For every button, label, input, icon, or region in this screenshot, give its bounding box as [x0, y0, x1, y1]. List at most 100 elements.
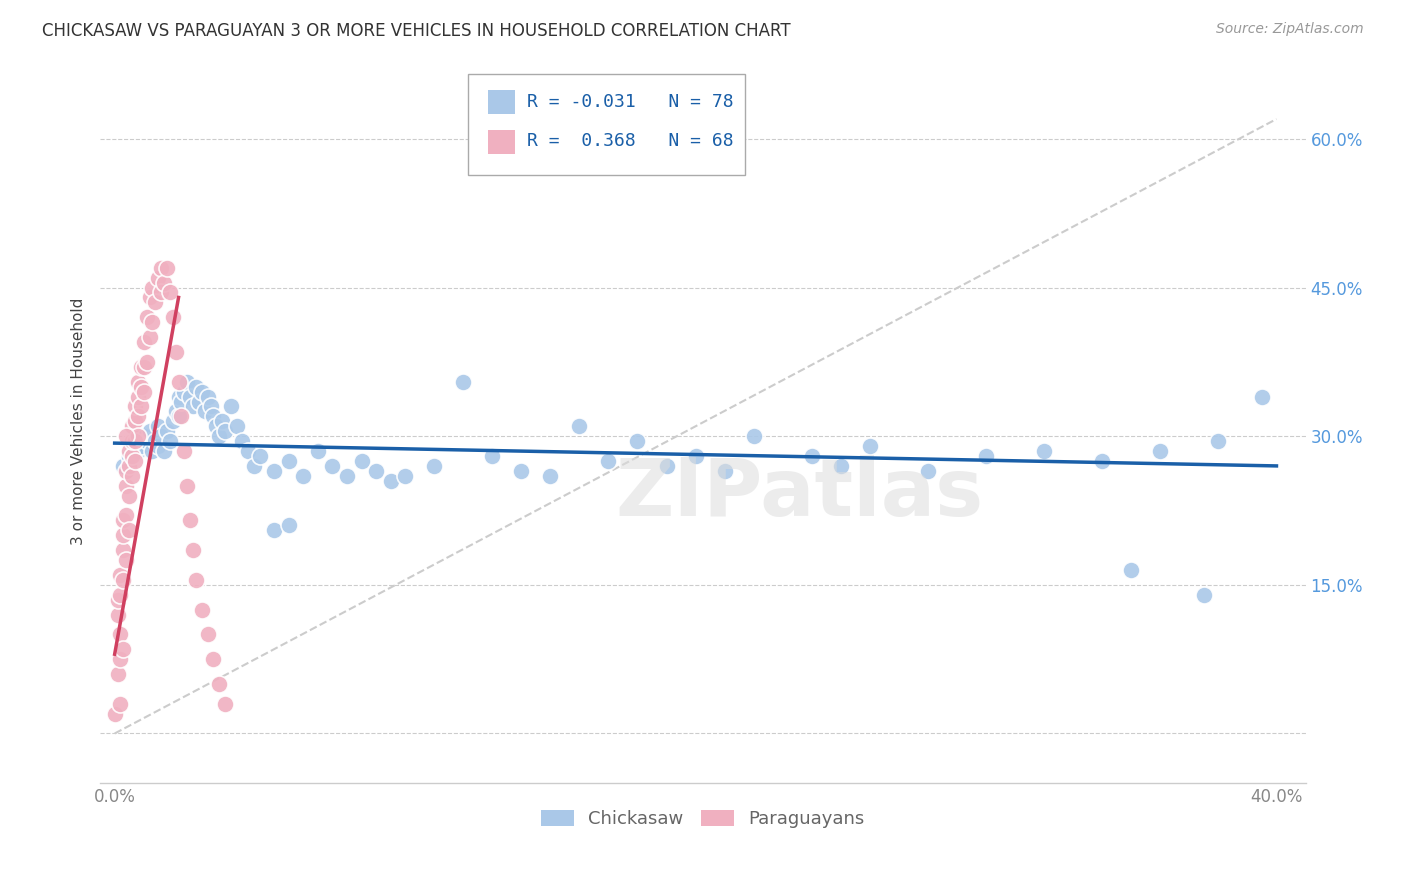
Point	[165, 404, 187, 418]
Point	[115, 508, 138, 523]
Point	[124, 400, 146, 414]
Point	[187, 394, 209, 409]
Point	[231, 434, 253, 449]
Point	[141, 444, 163, 458]
Point	[118, 458, 141, 473]
FancyBboxPatch shape	[488, 90, 515, 114]
Point	[184, 379, 207, 393]
Point	[1208, 434, 1230, 449]
Point	[121, 434, 143, 449]
FancyBboxPatch shape	[468, 74, 745, 176]
Point	[655, 458, 678, 473]
Point	[121, 419, 143, 434]
Point	[159, 285, 181, 300]
Point	[1121, 563, 1143, 577]
Point	[176, 479, 198, 493]
Point	[859, 439, 882, 453]
Point	[118, 449, 141, 463]
Point	[165, 345, 187, 359]
Point	[380, 474, 402, 488]
Point	[179, 513, 201, 527]
Text: R =  0.368   N = 68: R = 0.368 N = 68	[527, 132, 734, 151]
Text: R = -0.031   N = 78: R = -0.031 N = 78	[527, 93, 734, 111]
Point	[107, 607, 129, 622]
Point	[200, 400, 222, 414]
Text: ZIPatlas: ZIPatlas	[616, 455, 983, 533]
Point	[138, 330, 160, 344]
Point	[202, 409, 225, 424]
Point	[112, 642, 135, 657]
Point	[336, 468, 359, 483]
Legend: Chickasaw, Paraguayans: Chickasaw, Paraguayans	[534, 803, 872, 836]
Point	[135, 355, 157, 369]
Point	[138, 424, 160, 438]
Point	[110, 568, 132, 582]
Point	[148, 270, 170, 285]
Point	[127, 409, 149, 424]
Point	[510, 464, 533, 478]
Point	[141, 315, 163, 329]
FancyBboxPatch shape	[488, 129, 515, 153]
Point	[202, 652, 225, 666]
Point	[685, 449, 707, 463]
Point	[170, 394, 193, 409]
Text: CHICKASAW VS PARAGUAYAN 3 OR MORE VEHICLES IN HOUSEHOLD CORRELATION CHART: CHICKASAW VS PARAGUAYAN 3 OR MORE VEHICL…	[42, 22, 790, 40]
Point	[132, 359, 155, 374]
Point	[626, 434, 648, 449]
Point	[150, 285, 173, 300]
Point	[127, 375, 149, 389]
Point	[1192, 588, 1215, 602]
Point	[135, 310, 157, 325]
Point	[277, 518, 299, 533]
Point	[153, 276, 176, 290]
Point	[129, 379, 152, 393]
Point	[143, 434, 166, 449]
Point	[205, 419, 228, 434]
Point	[917, 464, 939, 478]
Point	[800, 449, 823, 463]
Point	[112, 513, 135, 527]
Point	[423, 458, 446, 473]
Point	[153, 444, 176, 458]
Point	[179, 390, 201, 404]
Point	[135, 434, 157, 449]
Point	[162, 310, 184, 325]
Point	[243, 458, 266, 473]
Point	[167, 390, 190, 404]
Point	[742, 429, 765, 443]
Point	[194, 404, 217, 418]
Point	[538, 468, 561, 483]
Point	[568, 419, 591, 434]
Point	[159, 434, 181, 449]
Point	[118, 489, 141, 503]
Point	[598, 454, 620, 468]
Point	[214, 424, 236, 438]
Point	[263, 464, 285, 478]
Point	[225, 419, 247, 434]
Point	[124, 434, 146, 449]
Point	[197, 390, 219, 404]
Point	[167, 375, 190, 389]
Point	[150, 429, 173, 443]
Point	[148, 439, 170, 453]
Point	[115, 553, 138, 567]
Point	[211, 414, 233, 428]
Point	[110, 697, 132, 711]
Point	[148, 419, 170, 434]
Point	[118, 444, 141, 458]
Point	[156, 260, 179, 275]
Point	[121, 468, 143, 483]
Point	[974, 449, 997, 463]
Text: Source: ZipAtlas.com: Source: ZipAtlas.com	[1216, 22, 1364, 37]
Point	[1251, 390, 1274, 404]
Point	[181, 400, 204, 414]
Point	[110, 627, 132, 641]
Point	[127, 429, 149, 443]
Point	[208, 429, 231, 443]
Point	[277, 454, 299, 468]
Point	[124, 414, 146, 428]
Y-axis label: 3 or more Vehicles in Household: 3 or more Vehicles in Household	[72, 298, 86, 545]
Point	[1091, 454, 1114, 468]
Point	[143, 295, 166, 310]
Point	[112, 458, 135, 473]
